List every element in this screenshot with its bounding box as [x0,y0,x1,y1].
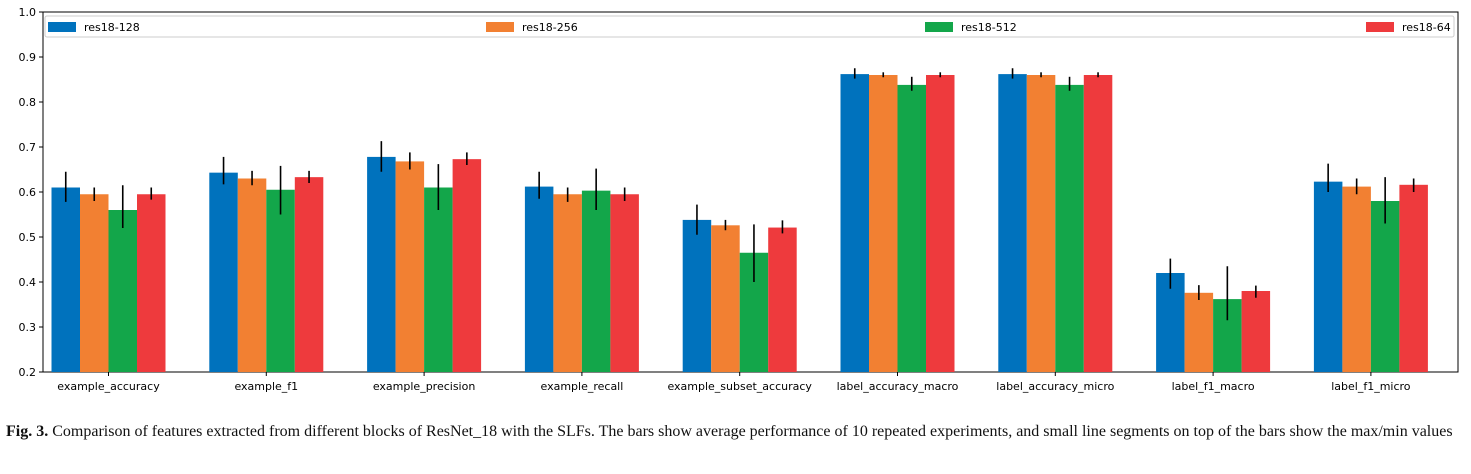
x-tick-label: label_accuracy_micro [996,380,1114,393]
x-tick-label: label_f1_micro [1331,380,1411,393]
bar-res18-64-example_recall [610,194,639,372]
bar-res18-128-example_precision [367,156,396,372]
x-tick-labels: example_accuracy example_f1 example_precis… [57,372,1411,393]
y-tick-label: 0.4 [19,276,37,289]
bar-res18-64-label_accuracy_micro [1083,75,1113,372]
legend-swatch-res18-256 [486,22,514,32]
bar-res18-128-example_f1 [209,172,238,372]
x-tick-label: example_f1 [234,380,298,393]
bar-res18-512-label_accuracy_micro [1055,84,1084,373]
bar-res18-256-example_recall [553,194,582,372]
bar-res18-64-example_f1 [294,177,324,372]
bar-res18-512-example_precision [424,187,453,372]
bar-res18-128-example_accuracy [51,187,80,372]
x-tick-label: example_accuracy [57,380,160,393]
y-tick-label: 0.7 [19,141,37,154]
bar-res18-128-label_f1_micro [1313,181,1343,372]
bar-res18-512-example_recall [581,190,611,372]
legend: res18-128 res18-256 res18-512 res18-64 [44,15,1455,38]
y-tick-label: 0.3 [19,321,37,334]
bar-res18-64-label_f1_macro [1241,291,1271,372]
legend-frame [44,15,1455,38]
bar-res18-64-example_subset_accuracy [768,227,797,372]
bar-res18-64-label_accuracy_macro [926,75,955,372]
x-tick-label: label_f1_macro [1172,380,1255,393]
figure-caption: Fig. 3. Comparison of features extracted… [6,421,1466,442]
bar-res18-256-example_precision [395,161,425,372]
x-tick-label: example_subset_accuracy [667,380,812,393]
bar-res18-256-example_f1 [237,178,267,372]
x-tick-label: example_precision [373,380,475,393]
legend-swatch-res18-64 [1366,22,1394,32]
legend-label-res18-64: res18-64 [1402,21,1451,34]
bar-res18-256-label_f1_micro [1342,186,1371,372]
bar-res18-512-example_f1 [266,189,295,372]
x-tick-label: example_recall [541,380,624,393]
caption-text: Comparison of features extracted from di… [52,423,1453,440]
y-tick-label: 0.5 [19,231,37,244]
legend-label-res18-128: res18-128 [84,21,140,34]
legend-swatch-res18-128 [48,22,76,32]
bar-res18-64-label_f1_micro [1399,184,1428,372]
bar-res18-256-example_subset_accuracy [711,225,740,372]
bar-res18-128-label_accuracy_macro [840,74,869,372]
legend-swatch-res18-512 [925,22,953,32]
bar-res18-256-label_f1_macro [1184,292,1214,372]
x-tick-label: label_accuracy_macro [837,380,959,393]
bar-res18-128-example_subset_accuracy [682,219,712,372]
y-tick-label: 1.0 [19,6,37,19]
bar-chart: 0.2 0.3 0.4 0.5 0.6 0.7 0.8 0.9 1.0 example_accu… [19,6,1459,393]
y-tick-label: 0.8 [19,96,37,109]
bar-res18-256-label_accuracy_macro [869,75,898,372]
y-tick-label: 0.9 [19,51,37,64]
bar-res18-512-label_f1_micro [1370,201,1400,372]
bar-res18-64-example_accuracy [137,194,166,372]
y-tick-label: 0.6 [19,186,37,199]
legend-label-res18-256: res18-256 [522,21,578,34]
bar-res18-128-example_recall [524,186,554,372]
caption-label: Fig. 3. [6,423,49,440]
legend-label-res18-512: res18-512 [961,21,1017,34]
bar-res18-256-label_accuracy_micro [1026,75,1056,372]
bar-res18-128-label_f1_macro [1156,273,1185,372]
error-bars [64,68,1415,321]
bar-res18-128-label_accuracy_micro [998,74,1027,372]
bar-res18-256-example_accuracy [80,194,109,372]
bar-res18-64-example_precision [452,159,482,372]
bar-res18-512-label_accuracy_macro [897,84,926,373]
y-tick-label: 0.2 [19,366,37,379]
bar-res18-512-example_accuracy [108,210,137,372]
